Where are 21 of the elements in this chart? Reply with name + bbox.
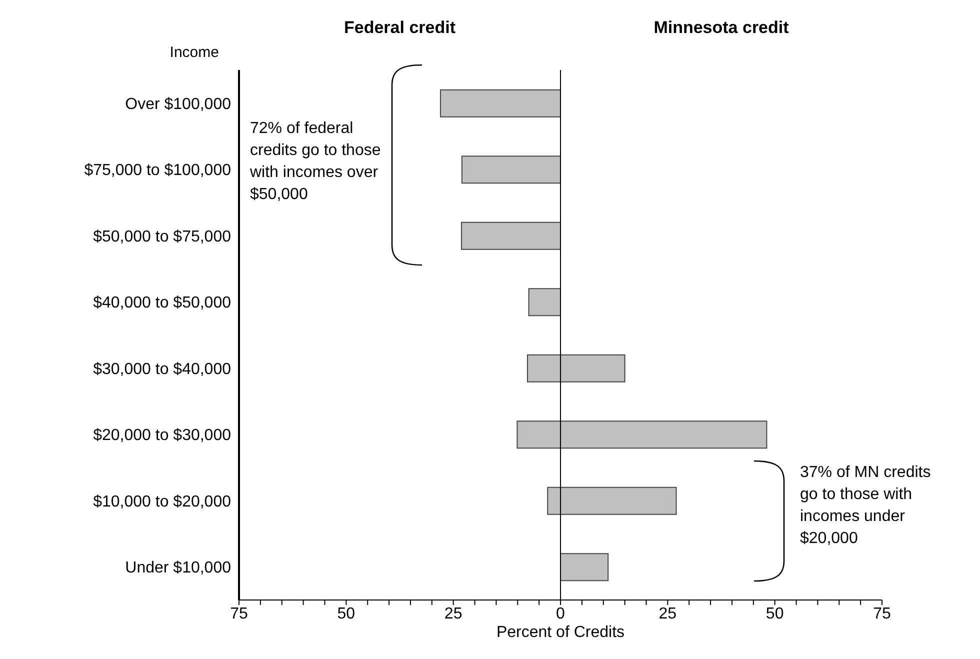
y-tick-label: $75,000 to $100,000 [84, 162, 232, 180]
y-tick-label: $30,000 to $40,000 [93, 360, 232, 378]
y-tick-label: Under $10,000 [125, 560, 232, 577]
y-tick-label: Over $100,000 [125, 96, 232, 113]
x-tick-label: 25 [444, 605, 462, 622]
y-tick-label: $50,000 to $75,000 [93, 228, 232, 246]
annotation: 72% of federal credits go to those with incomes over $50,000 [250, 119, 382, 205]
text: Minnesota credit [652, 18, 790, 38]
y-axis-title: Income [170, 44, 219, 61]
annotation: 37% of MN credits go to those with incomes under $20,000 [800, 463, 932, 549]
x-tick-label: 0 [556, 605, 566, 622]
text: Federal credit [343, 18, 456, 38]
y-tick-label: $40,000 to $50,000 [93, 294, 232, 312]
x-tick-label: 75 [230, 605, 248, 622]
x-tick-label: 50 [766, 605, 784, 622]
x-axis-title: Percent of Credits [495, 624, 626, 642]
y-tick-label: $20,000 to $30,000 [93, 427, 232, 444]
y-tick-label: $10,000 to $20,000 [93, 493, 232, 510]
x-tick-label: 25 [658, 605, 677, 622]
x-tick-label: 75 [873, 605, 891, 622]
x-tick-label: 50 [337, 605, 356, 622]
